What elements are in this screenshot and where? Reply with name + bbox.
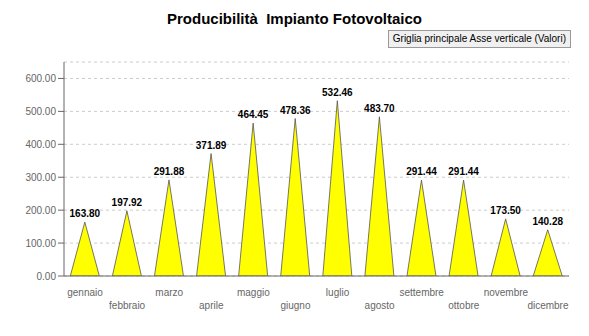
svg-text:marzo: marzo (155, 287, 183, 298)
svg-text:173.50: 173.50 (490, 205, 521, 216)
svg-text:200.00: 200.00 (25, 205, 56, 216)
html-text:Griglia principale Asse vertic: Griglia principale Asse verticale (Valor… (392, 33, 566, 44)
svg-text:aprile: aprile (199, 300, 224, 311)
svg-text:settembre: settembre (399, 287, 444, 298)
svg-text:febbraio: febbraio (109, 300, 146, 311)
svg-text:532.46: 532.46 (322, 87, 353, 98)
svg-text:gennaio: gennaio (67, 287, 103, 298)
svg-text:291.44: 291.44 (406, 166, 437, 177)
svg-text:291.88: 291.88 (154, 166, 185, 177)
svg-text:400.00: 400.00 (25, 139, 56, 150)
svg-text:ottobre: ottobre (448, 300, 480, 311)
svg-text:agosto: agosto (365, 300, 395, 311)
svg-text:maggio: maggio (237, 287, 270, 298)
svg-text:giugno: giugno (280, 300, 310, 311)
svg-text:163.80: 163.80 (70, 208, 101, 219)
svg-text:500.00: 500.00 (25, 106, 56, 117)
svg-text:dicembre: dicembre (527, 300, 569, 311)
svg-text:483.70: 483.70 (364, 103, 395, 114)
svg-text:291.44: 291.44 (448, 166, 479, 177)
svg-text:140.28: 140.28 (532, 216, 563, 227)
svg-text:luglio: luglio (326, 287, 350, 298)
svg-text:300.00: 300.00 (25, 172, 56, 183)
svg-text:100.00: 100.00 (25, 238, 56, 249)
svg-text:novembre: novembre (484, 287, 529, 298)
svg-text:600.00: 600.00 (25, 73, 56, 84)
svg-text:464.45: 464.45 (238, 109, 269, 120)
svg-text:371.89: 371.89 (196, 140, 227, 151)
svg-text:197.92: 197.92 (112, 197, 143, 208)
html-text:Producibilità Impianto Fotovol: Producibilità Impianto Fotovoltaico (167, 10, 422, 27)
svg-text:0.00: 0.00 (37, 271, 57, 282)
svg-text:478.36: 478.36 (280, 105, 311, 116)
